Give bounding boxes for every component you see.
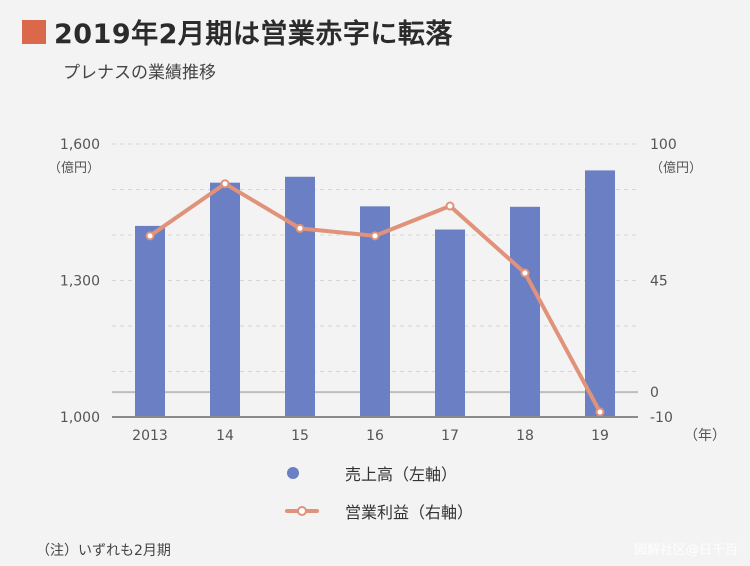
right-tick-label: 0 (650, 385, 659, 401)
title-block: 2019年2月期は営業赤字に転落 (22, 12, 453, 51)
right-tick-label: 100 (650, 137, 677, 153)
legend-label-sales: 売上高（左軸） (345, 465, 458, 484)
legend-line-marker (285, 505, 319, 517)
x-axis-unit: （年） (684, 428, 726, 444)
profit-point-14 (220, 179, 230, 189)
bar-sales-18 (510, 206, 540, 417)
legend-item-profit: 営業利益（右軸） (285, 496, 473, 526)
line-layer (145, 179, 605, 417)
bar-sales-2013 (135, 225, 165, 417)
profit-point-16 (370, 231, 380, 241)
left-tick-label: 1,600 (60, 137, 100, 153)
bar-sales-17 (435, 229, 465, 417)
axis-layer: 1,000 1,300 1,600 （億円） -10 0 45 100 （億円） 2013 14 15… (48, 137, 726, 444)
x-tick-label: 18 (516, 428, 534, 444)
profit-point-19 (595, 407, 605, 417)
bar-sales-16 (360, 206, 390, 417)
legend: 売上高（左軸） 営業利益（右軸） (285, 458, 473, 534)
credit-watermark: 図解社区@日千百 (633, 543, 738, 558)
footnote: （注）いずれも2月期 (36, 543, 171, 559)
legend-label-profit: 営業利益（右軸） (345, 503, 474, 522)
x-tick-label: 15 (291, 428, 309, 444)
chart-subtitle: プレナスの業績推移 (63, 63, 216, 83)
left-axis-unit: （億円） (48, 160, 100, 176)
bar-sales-19 (585, 170, 615, 417)
x-tick-label: 17 (441, 428, 459, 444)
title-accent-square (22, 19, 46, 44)
x-tick-label: 2013 (132, 428, 168, 444)
chart-title: 2019年2月期は営業赤字に転落 (54, 19, 453, 50)
bar-sales-14 (210, 182, 240, 417)
x-tick-label: 19 (591, 428, 609, 444)
left-tick-label: 1,000 (60, 410, 100, 426)
legend-item-sales: 売上高（左軸） (285, 458, 473, 488)
legend-bar-marker (287, 467, 299, 479)
right-axis-unit: （億円） (650, 160, 702, 176)
profit-point-15 (295, 223, 305, 233)
profit-point-17 (445, 201, 455, 211)
bar-sales-15 (285, 176, 315, 417)
left-tick-label: 1,300 (60, 274, 100, 290)
right-tick-label: 45 (650, 274, 668, 290)
right-tick-label: -10 (650, 410, 673, 426)
bars-layer (135, 170, 615, 417)
x-tick-label: 14 (216, 428, 234, 444)
profit-point-18 (520, 268, 530, 278)
x-tick-label: 16 (366, 428, 384, 444)
profit-point-2013 (145, 231, 155, 241)
